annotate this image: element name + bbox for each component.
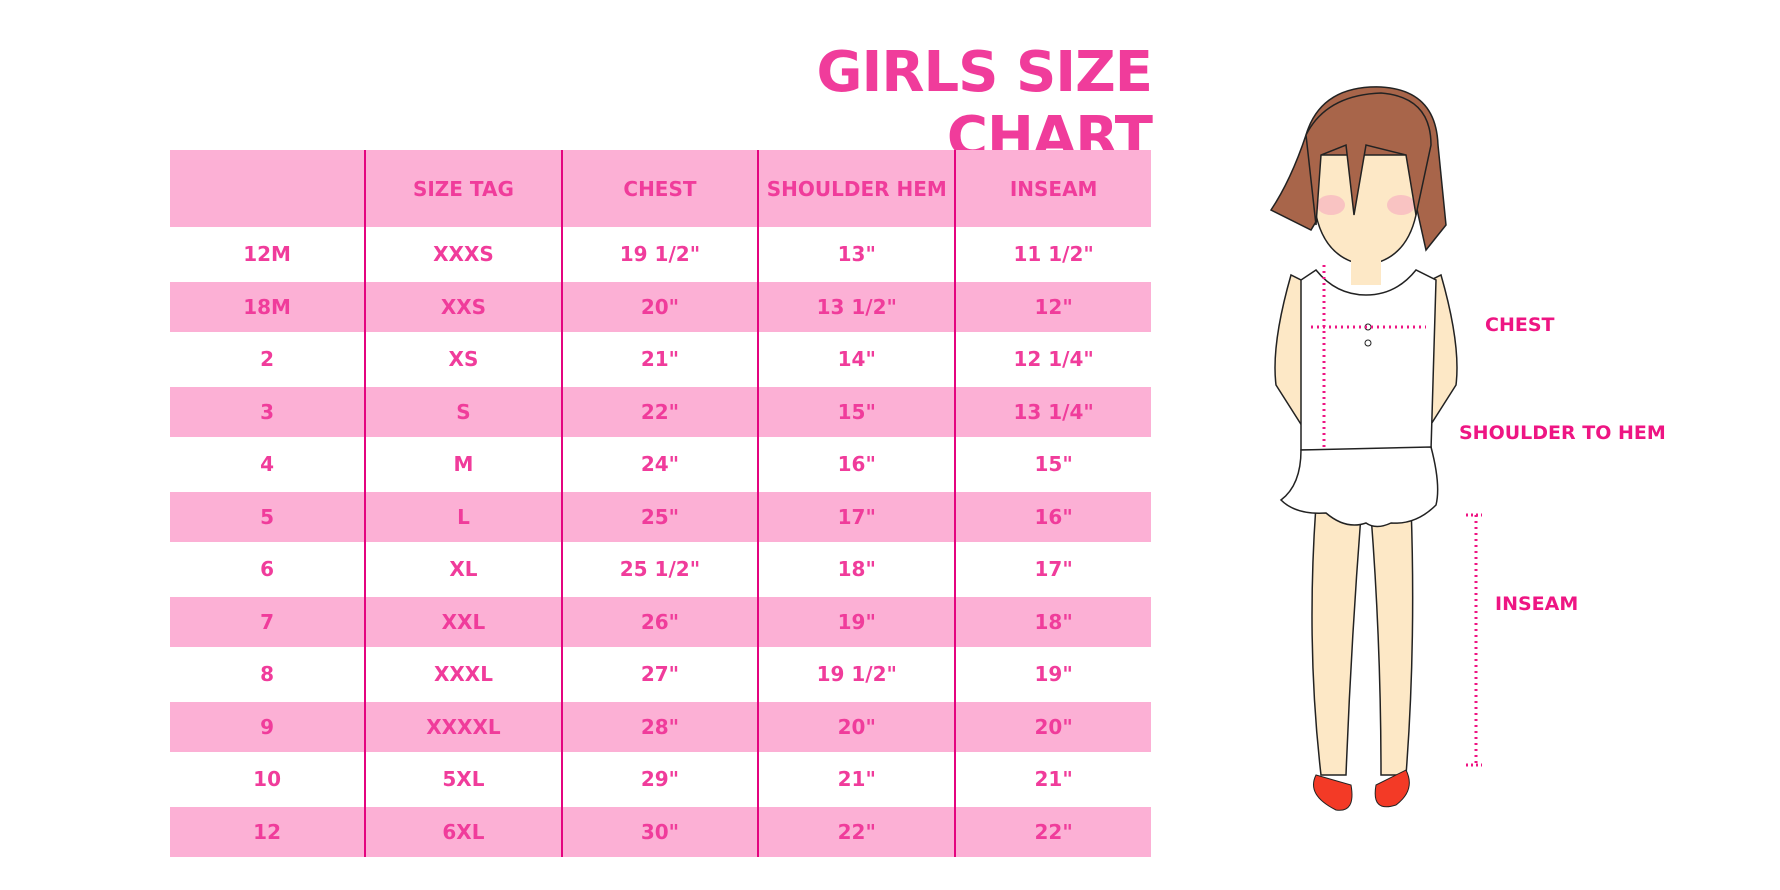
table-cell: L xyxy=(364,489,562,543)
table-row: 3 S 22" 15" 13 1/4" xyxy=(170,384,1151,438)
table-cell: 21" xyxy=(757,752,956,806)
table-cell: 15" xyxy=(954,437,1151,491)
table-cell: 17" xyxy=(757,489,956,543)
header-cell: INSEAM xyxy=(954,150,1151,228)
table-cell: 13 1/4" xyxy=(954,384,1151,438)
table-cell: 22" xyxy=(560,384,759,438)
chest-label: CHEST xyxy=(1485,314,1555,336)
table-cell: 12 1/4" xyxy=(954,332,1151,386)
table-cell: 2 xyxy=(170,332,366,386)
table-cell: 20" xyxy=(757,699,956,753)
table-cell: 26" xyxy=(560,594,759,648)
table-cell: 18" xyxy=(757,542,956,596)
table-cell: 10 xyxy=(170,752,366,806)
table-cell: 14" xyxy=(757,332,956,386)
table-cell: 24" xyxy=(560,437,759,491)
table-cell: 16" xyxy=(757,437,956,491)
table-row: 12M XXXS 19 1/2" 13" 11 1/2" xyxy=(170,227,1151,281)
table-header-row: SIZE TAG CHEST SHOULDER HEM INSEAM xyxy=(170,150,1151,228)
table-row: 4 M 24" 16" 15" xyxy=(170,437,1151,491)
table-row: 7 XXL 26" 19" 18" xyxy=(170,594,1151,648)
girl-illustration xyxy=(1266,85,1486,825)
table-cell: 21" xyxy=(954,752,1151,806)
table-cell: XXXS xyxy=(364,227,562,281)
table-cell: XXL xyxy=(364,594,562,648)
table-cell: 21" xyxy=(560,332,759,386)
table-cell: XXXXL xyxy=(364,699,562,753)
table-cell: 12M xyxy=(170,227,366,281)
table-cell: XXXL xyxy=(364,647,562,701)
table-cell: 27" xyxy=(560,647,759,701)
table-cell: 20" xyxy=(954,699,1151,753)
table-cell: 22" xyxy=(757,804,956,857)
table-cell: 29" xyxy=(560,752,759,806)
table-cell: 12" xyxy=(954,279,1151,333)
table-row: 18M XXS 20" 13 1/2" 12" xyxy=(170,279,1151,333)
header-cell: CHEST xyxy=(560,150,759,228)
table-cell: 19 1/2" xyxy=(560,227,759,281)
table-row: 8 XXXL 27" 19 1/2" 19" xyxy=(170,647,1151,701)
table-cell: 7 xyxy=(170,594,366,648)
header-cell: SHOULDER HEM xyxy=(757,150,956,228)
table-row: 2 XS 21" 14" 12 1/4" xyxy=(170,332,1151,386)
table-cell: XS xyxy=(364,332,562,386)
table-row: 6 XL 25 1/2" 18" 17" xyxy=(170,542,1151,596)
table-cell: 15" xyxy=(757,384,956,438)
table-cell: 9 xyxy=(170,699,366,753)
table-cell: 22" xyxy=(954,804,1151,857)
table-cell: 16" xyxy=(954,489,1151,543)
table-cell: 4 xyxy=(170,437,366,491)
table-cell: 17" xyxy=(954,542,1151,596)
bloomers xyxy=(1279,446,1439,528)
table-cell: 28" xyxy=(560,699,759,753)
table-cell: 18" xyxy=(954,594,1151,648)
table-cell: 6 xyxy=(170,542,366,596)
table-cell: 5XL xyxy=(364,752,562,806)
table-cell: 5 xyxy=(170,489,366,543)
table-row: 12 6XL 30" 22" 22" xyxy=(170,804,1151,857)
table-cell: 25" xyxy=(560,489,759,543)
table-cell: XXS xyxy=(364,279,562,333)
table-cell: 18M xyxy=(170,279,366,333)
table-row: 5 L 25" 17" 16" xyxy=(170,489,1151,543)
table-cell: 19 1/2" xyxy=(757,647,956,701)
table-cell: M xyxy=(364,437,562,491)
table-cell: 12 xyxy=(170,804,366,857)
table-cell: 13" xyxy=(757,227,956,281)
shoulder-to-hem-label: SHOULDER TO HEM xyxy=(1459,422,1666,444)
table-cell: XL xyxy=(364,542,562,596)
table-cell: 25 1/2" xyxy=(560,542,759,596)
table-cell: 13 1/2" xyxy=(757,279,956,333)
table-cell: 3 xyxy=(170,384,366,438)
table-cell: 6XL xyxy=(364,804,562,857)
inseam-label: INSEAM xyxy=(1495,593,1579,615)
header-cell: SIZE TAG xyxy=(364,150,562,228)
table-cell: 11 1/2" xyxy=(954,227,1151,281)
table-cell: 19" xyxy=(954,647,1151,701)
header-cell xyxy=(170,150,366,228)
size-chart-table: SIZE TAG CHEST SHOULDER HEM INSEAM 12M XX… xyxy=(170,150,1151,857)
table-cell: 20" xyxy=(560,279,759,333)
table-cell: S xyxy=(364,384,562,438)
table-cell: 8 xyxy=(170,647,366,701)
table-cell: 19" xyxy=(757,594,956,648)
page-title: GIRLS SIZE CHART xyxy=(816,40,1153,170)
table-row: 9 XXXXL 28" 20" 20" xyxy=(170,699,1151,753)
table-row: 10 5XL 29" 21" 21" xyxy=(170,752,1151,806)
table-cell: 30" xyxy=(560,804,759,857)
top xyxy=(1300,268,1437,451)
